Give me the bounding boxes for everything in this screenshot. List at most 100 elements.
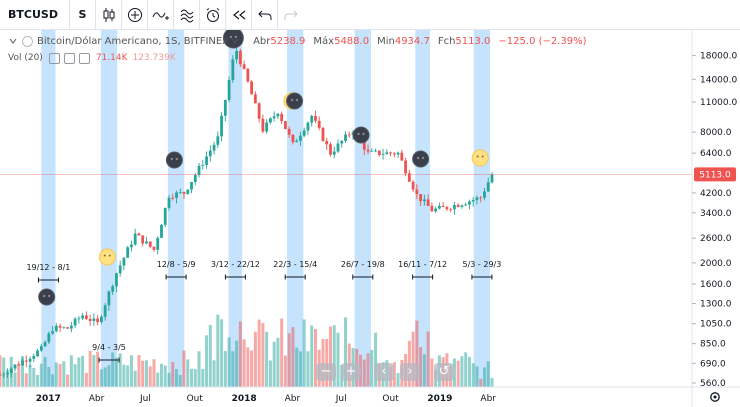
candle-body: [257, 103, 261, 119]
volume-bar: [479, 378, 483, 387]
replay-button[interactable]: [226, 0, 252, 30]
candle-body: [253, 94, 257, 104]
templates-button[interactable]: [174, 0, 200, 30]
low-label: Min: [377, 35, 395, 47]
candle-body: [347, 134, 351, 136]
volume-bar: [24, 373, 28, 387]
candle-body: [208, 150, 212, 157]
volume-bar: [426, 331, 430, 387]
price-tick-label: 1600.0: [700, 280, 732, 290]
candle-body: [141, 235, 145, 244]
candle-body: [227, 79, 231, 100]
price-tick-label: 4200.0: [700, 189, 732, 199]
current-price-label-bg: [694, 167, 736, 182]
moon-marker-eye: [234, 35, 238, 39]
candle-body: [284, 121, 287, 130]
candle-body: [6, 373, 9, 375]
candle-body: [186, 189, 190, 194]
volume-bar: [69, 355, 73, 387]
templates-icon: [180, 9, 193, 22]
volume-bar: [54, 362, 58, 387]
candle-body: [205, 156, 208, 165]
settings-gear-button[interactable]: [710, 392, 720, 402]
title-chevron-icon[interactable]: [231, 37, 239, 45]
highlight-band: [473, 30, 491, 387]
candle-body: [490, 174, 494, 183]
moon-marker-icon: [412, 150, 430, 168]
time-axis[interactable]: 2017 Abr Jul Out 2018 Abr Jul Out 2019 Abr: [36, 394, 497, 404]
candles-chart-type-button[interactable]: [96, 0, 122, 30]
volume-label: Vol (20): [8, 53, 43, 63]
volume-bar: [362, 359, 366, 387]
volume-bar: [430, 358, 434, 387]
zoom-out-button[interactable]: −: [316, 363, 336, 381]
candle-body: [310, 115, 314, 123]
candle-body: [389, 152, 392, 154]
top-toolbar: BTCUSD S: [0, 0, 740, 30]
bitcoin-icon: [22, 35, 33, 47]
symbol-search-button[interactable]: BTCUSD: [0, 0, 70, 30]
volume-bar: [235, 340, 239, 387]
candle-body: [272, 116, 276, 119]
scroll-left-button[interactable]: ‹: [374, 363, 394, 381]
candle-body: [400, 152, 404, 161]
candle-body: [137, 233, 141, 236]
candle-body: [92, 318, 96, 321]
candle-body: [422, 199, 426, 202]
close-value: 5113.0: [455, 35, 491, 47]
compare-button[interactable]: [122, 0, 148, 30]
volume-bar: [287, 333, 291, 387]
indicators-button[interactable]: [148, 0, 174, 30]
candle-body: [84, 315, 88, 320]
volume-bar: [246, 347, 250, 387]
volume-bar: [107, 365, 111, 387]
candle-body: [344, 134, 347, 141]
volume-bar: [167, 372, 171, 387]
time-tick-label: Out: [382, 394, 399, 404]
close-icon[interactable]: [78, 52, 90, 64]
candle-body: [325, 141, 329, 145]
timeframe-button[interactable]: S: [70, 0, 96, 30]
settings-icon[interactable]: [63, 52, 75, 64]
candle-body: [36, 350, 39, 357]
candle-body: [381, 154, 385, 155]
candle-body: [235, 50, 238, 60]
candle-body: [223, 99, 227, 116]
candle-body: [133, 233, 137, 245]
scroll-right-button[interactable]: ›: [400, 363, 420, 381]
close-label: Fch: [437, 35, 456, 47]
candle-body: [468, 201, 471, 205]
price-axis[interactable]: 18000.0 14000.0 11000.0 8000.0 6400.0 5113.0 4…: [692, 52, 737, 389]
volume-bar: [272, 341, 276, 387]
collapse-chevron-icon[interactable]: [8, 36, 18, 46]
volume-bar: [178, 374, 182, 387]
candle-body: [58, 325, 62, 328]
price-chart[interactable]: 19/12 - 8/1 9/4 - 3/5 12/8 - 5/9 3/12 - 22/…: [0, 30, 740, 407]
highlight-band: [287, 30, 304, 387]
redo-button[interactable]: [278, 0, 304, 30]
moon-marker-eye: [229, 35, 233, 39]
reset-chart-button[interactable]: ↺: [434, 363, 454, 381]
highlight-range-label: 19/12 - 8/1: [26, 263, 70, 272]
candle-body: [265, 122, 269, 132]
candle-body: [28, 358, 32, 362]
candle-body: [201, 164, 205, 166]
moon-marker-eye: [42, 294, 46, 298]
zoom-in-button[interactable]: +: [341, 363, 361, 381]
volume-bar: [66, 374, 70, 387]
candle-body: [434, 208, 438, 212]
volume-bar: [370, 350, 374, 387]
candle-body: [317, 120, 321, 128]
candle-body: [449, 209, 453, 210]
volume-bar: [32, 367, 36, 387]
undo-button[interactable]: [252, 0, 278, 30]
candle-body: [193, 175, 197, 183]
candle-body: [182, 192, 186, 194]
candle-body: [385, 152, 389, 155]
moon-marker-eye: [357, 132, 360, 136]
alert-button[interactable]: [200, 0, 226, 30]
eye-icon[interactable]: [48, 52, 60, 64]
candle-body: [115, 273, 118, 287]
candle-body: [441, 205, 445, 207]
volume-bar: [126, 365, 130, 387]
